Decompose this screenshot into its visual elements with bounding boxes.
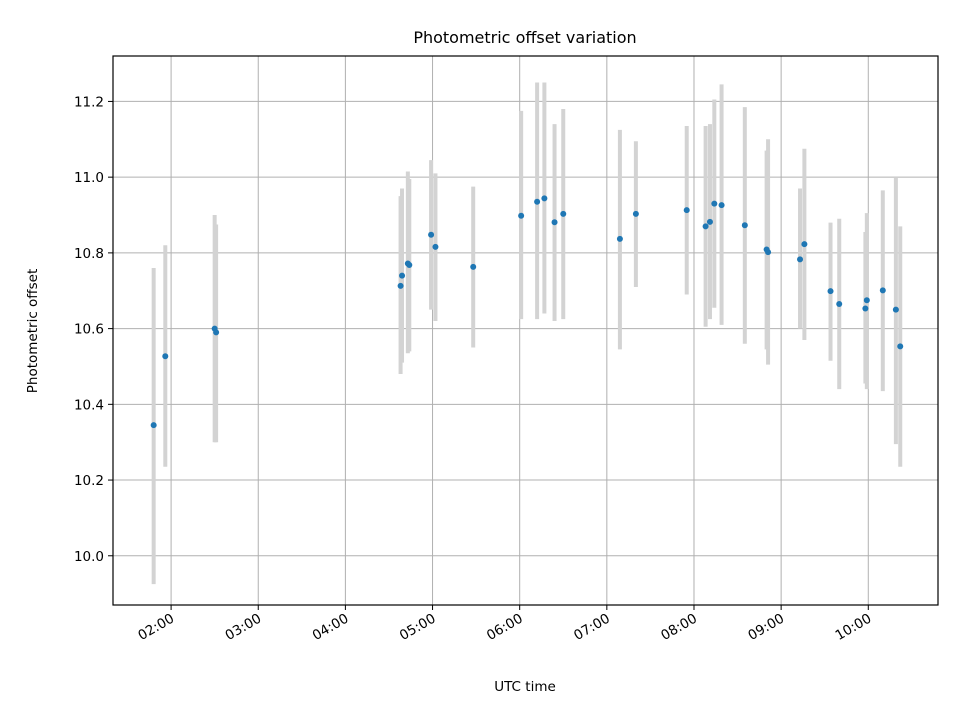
data-point	[406, 261, 413, 268]
x-tick-label: 07:00	[571, 611, 613, 644]
data-point	[683, 207, 690, 214]
x-axis-label: UTC time	[494, 679, 556, 695]
x-tick-label: 06:00	[484, 611, 526, 644]
data-points	[150, 195, 904, 429]
data-point	[836, 300, 843, 307]
chart-title: Photometric offset variation	[413, 28, 636, 47]
data-point	[718, 202, 725, 209]
data-point	[213, 329, 220, 336]
data-point	[534, 198, 541, 205]
y-tick-label: 10.2	[74, 473, 104, 489]
data-point	[150, 422, 157, 429]
data-point	[862, 305, 869, 312]
x-tick-label: 05:00	[397, 611, 439, 644]
y-tick-label: 11.2	[74, 94, 104, 110]
x-tick-label: 03:00	[223, 611, 265, 644]
data-point	[632, 210, 639, 217]
plot-frame	[112, 55, 939, 606]
y-tick-label: 10.4	[74, 397, 104, 413]
y-axis-label: Photometric offset	[25, 269, 41, 393]
y-tick-label: 10.8	[74, 246, 104, 262]
data-point	[797, 256, 804, 263]
grid	[113, 56, 938, 605]
x-tick-label: 09:00	[745, 611, 787, 644]
data-point	[897, 343, 904, 350]
data-point	[706, 218, 713, 225]
y-axis: 10.0 10.2 10.4 10.6 10.8 11.0 11.2	[74, 94, 113, 565]
y-tick-label: 10.6	[74, 322, 104, 338]
data-point	[879, 287, 886, 294]
y-tick-label: 11.0	[74, 170, 104, 186]
data-point	[428, 231, 435, 238]
data-point	[518, 212, 525, 219]
error-bars	[151, 82, 903, 585]
data-point	[560, 210, 567, 217]
data-point	[551, 219, 558, 226]
data-point	[541, 195, 548, 202]
x-tick-label: 10:00	[833, 611, 875, 644]
x-tick-label: 04:00	[310, 611, 352, 644]
data-point	[399, 272, 406, 279]
data-point	[741, 222, 748, 229]
data-point	[162, 353, 169, 360]
x-tick-label: 02:00	[135, 611, 177, 644]
data-point	[765, 249, 772, 256]
data-point	[863, 297, 870, 304]
data-point	[711, 200, 718, 207]
x-axis: 02:00 03:00 04:00 05:00 06:00 07:00 08:00 09:00…	[135, 605, 874, 644]
data-point	[432, 243, 439, 250]
data-point	[892, 306, 899, 313]
data-point	[397, 282, 404, 289]
data-point	[827, 288, 834, 295]
data-point	[702, 223, 709, 230]
data-point	[470, 263, 477, 270]
y-tick-label: 10.0	[74, 549, 104, 565]
x-tick-label: 08:00	[658, 611, 700, 644]
data-point	[616, 235, 623, 242]
data-point	[801, 241, 808, 248]
